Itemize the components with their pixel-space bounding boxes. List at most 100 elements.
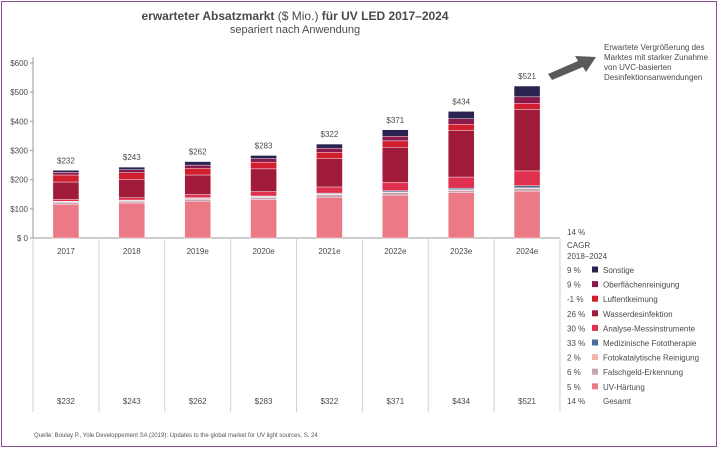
legend-label: Oberflächenreinigung bbox=[603, 281, 680, 290]
cagr-header-line1: CAGR bbox=[567, 241, 590, 250]
legend-label: Wasserdesinfektion bbox=[603, 310, 673, 319]
bar-total-label: $262 bbox=[189, 148, 207, 157]
y-tick-label: $300 bbox=[10, 147, 28, 156]
bottom-total-value: $243 bbox=[123, 397, 141, 406]
bar-total-label: $283 bbox=[255, 141, 273, 150]
bar-segment bbox=[316, 152, 343, 159]
bar-segment bbox=[316, 196, 343, 239]
legend-swatch bbox=[592, 295, 598, 302]
bar-segment bbox=[52, 181, 80, 200]
y-tick-label: $ 0 bbox=[17, 234, 29, 243]
bar-segment bbox=[250, 197, 277, 200]
annotation-text: Erwartete Vergrößerung des Marktes mit s… bbox=[604, 43, 709, 82]
y-tick-label: $100 bbox=[10, 205, 28, 214]
bar-segment bbox=[382, 147, 409, 183]
bar-total-label: $243 bbox=[123, 153, 141, 162]
x-tick-label: 2022e bbox=[384, 247, 407, 256]
bar-segment bbox=[316, 143, 343, 149]
bar-segment bbox=[184, 194, 211, 198]
y-tick-label: $400 bbox=[10, 117, 28, 126]
bar-total-label: $232 bbox=[57, 156, 75, 165]
bar-segment bbox=[52, 199, 80, 202]
legend-label: Fotokatalytische Reinigung bbox=[603, 354, 699, 363]
axis-cagr-value: 14 % bbox=[567, 228, 585, 237]
bottom-total-value: $371 bbox=[386, 397, 404, 406]
bar-segment bbox=[382, 140, 409, 148]
legend-cagr-value: 5 % bbox=[567, 383, 581, 392]
bar-segment bbox=[447, 111, 475, 119]
bar-segment bbox=[52, 170, 80, 173]
cagr-header-line2: 2018–2024 bbox=[567, 252, 608, 261]
bar-segment bbox=[513, 109, 541, 172]
bar-segment bbox=[513, 103, 541, 110]
bar-segment bbox=[118, 172, 146, 180]
bar-segment bbox=[250, 158, 277, 163]
bar-segment bbox=[513, 85, 541, 98]
x-tick-label: 2021e bbox=[318, 247, 341, 256]
legend-swatch bbox=[592, 383, 598, 390]
legend-label: Luftentkeimung bbox=[603, 295, 658, 304]
bar-total-label: $371 bbox=[386, 116, 404, 125]
bar-segment bbox=[250, 155, 277, 159]
legend-swatch bbox=[592, 310, 598, 317]
bar-segment bbox=[316, 194, 343, 198]
bar-segment bbox=[513, 96, 541, 104]
legend-label: Falschgeld-Erkennung bbox=[603, 368, 683, 377]
bar-segment bbox=[382, 192, 409, 196]
legend-swatch bbox=[592, 368, 598, 375]
bar-segment bbox=[447, 187, 475, 190]
bar-segment bbox=[184, 164, 211, 169]
bar-segment bbox=[382, 136, 409, 142]
bar-segment bbox=[52, 174, 80, 183]
bar-segment bbox=[447, 130, 475, 178]
legend-cagr-value: 6 % bbox=[567, 368, 581, 377]
bar-segment bbox=[316, 158, 343, 188]
bar-segment bbox=[316, 186, 343, 194]
bar-segment bbox=[447, 176, 475, 189]
bottom-total-value: $322 bbox=[321, 397, 339, 406]
annotation-arrow-icon bbox=[548, 56, 596, 80]
legend-label: Analyse-Messinstrumente bbox=[603, 324, 696, 333]
bar-segment bbox=[513, 188, 541, 192]
bar-segment bbox=[382, 182, 409, 191]
bar-segment bbox=[118, 166, 146, 170]
legend-label: UV-Härtung bbox=[603, 383, 645, 392]
legend-cagr-value: 33 % bbox=[567, 339, 585, 348]
bar-segment bbox=[118, 179, 146, 198]
bar-segment bbox=[513, 170, 541, 186]
legend-cagr-value: 2 % bbox=[567, 354, 581, 363]
x-tick-label: 2019e bbox=[187, 247, 210, 256]
bottom-total-value: $521 bbox=[518, 397, 536, 406]
bar-segment bbox=[250, 199, 277, 239]
bar-segment bbox=[382, 194, 409, 239]
bar-segment bbox=[513, 190, 541, 239]
x-tick-label: 2023e bbox=[450, 247, 473, 256]
bar-segment bbox=[118, 202, 146, 239]
legend-cagr-value: -1 % bbox=[567, 295, 583, 304]
legend-cagr-value: 26 % bbox=[567, 310, 585, 319]
title-unit: ($ Mio.) bbox=[277, 9, 319, 23]
bar-segment bbox=[316, 147, 343, 153]
bar-segment bbox=[184, 161, 211, 166]
bottom-total-value: $283 bbox=[255, 397, 273, 406]
bar-segment bbox=[447, 124, 475, 131]
bar-segment bbox=[382, 129, 409, 137]
x-tick-label: 2020e bbox=[252, 247, 275, 256]
bottom-total-value: $232 bbox=[57, 397, 75, 406]
legend-swatch bbox=[592, 354, 598, 361]
bar-total-label: $322 bbox=[321, 130, 339, 139]
bottom-total-value: $262 bbox=[189, 397, 207, 406]
bar-segment bbox=[52, 203, 80, 239]
bar-segment bbox=[184, 168, 211, 176]
legend-label: Sonstige bbox=[603, 266, 635, 275]
x-tick-label: 2017 bbox=[57, 247, 75, 256]
y-tick-label: $200 bbox=[10, 176, 28, 185]
x-tick-label: 2024e bbox=[516, 247, 539, 256]
legend-label: Medizinische Fototherapie bbox=[603, 339, 697, 348]
bar-segment bbox=[118, 197, 146, 201]
bar-segment bbox=[184, 174, 211, 195]
source-note: Quelle: Boulay P., Yole Developpement SA… bbox=[34, 433, 318, 439]
bar-segment bbox=[184, 199, 211, 202]
